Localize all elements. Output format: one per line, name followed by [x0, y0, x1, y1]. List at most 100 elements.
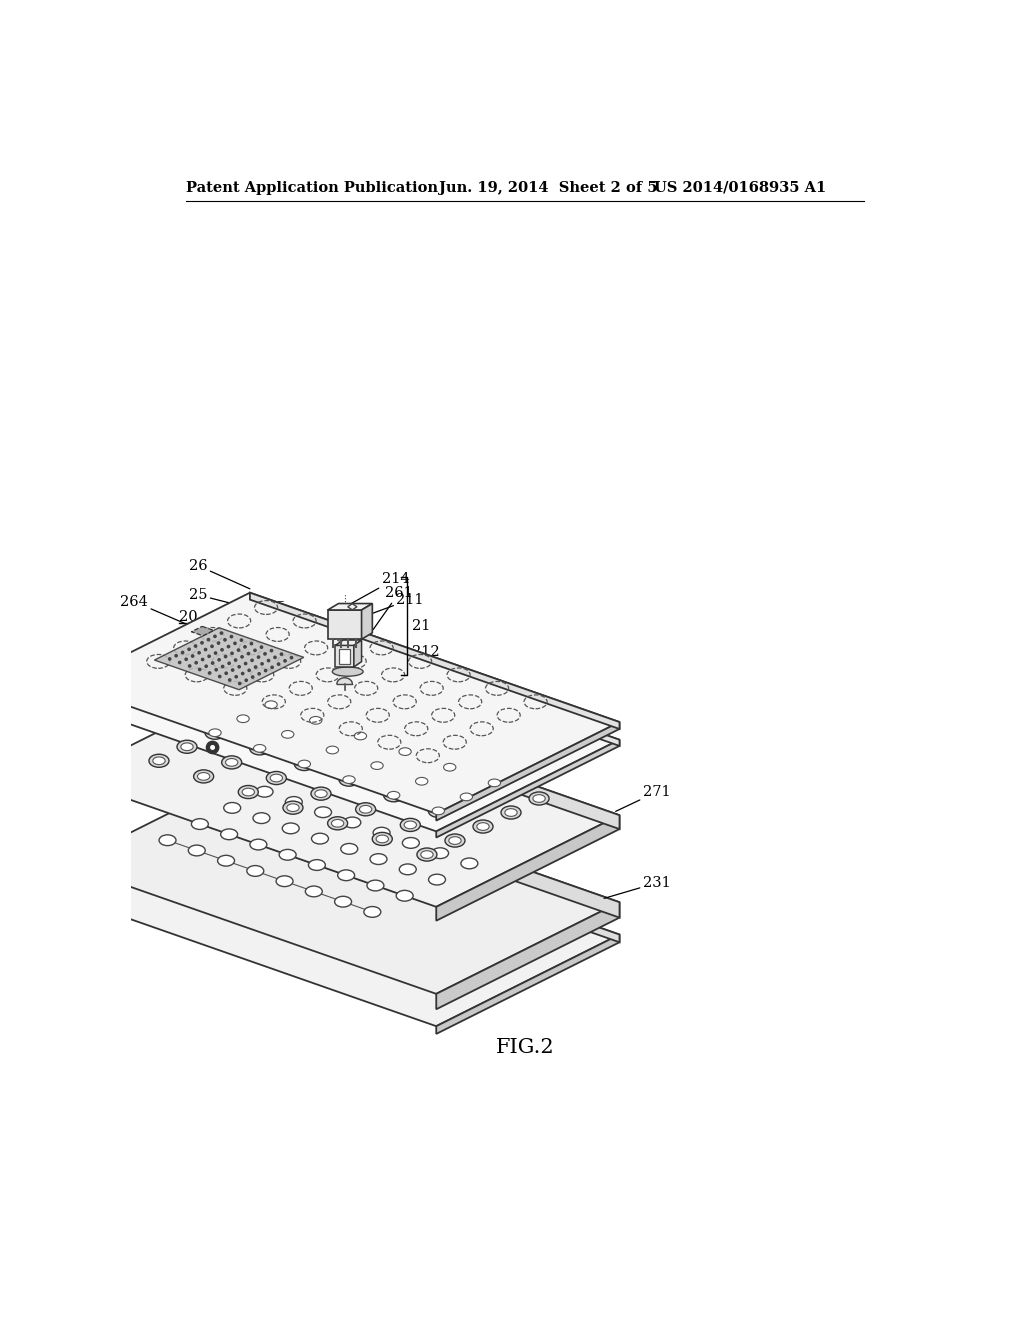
Ellipse shape — [239, 785, 258, 799]
Circle shape — [185, 659, 187, 660]
Circle shape — [257, 656, 260, 659]
Circle shape — [244, 645, 246, 648]
Text: 24: 24 — [189, 791, 250, 807]
Circle shape — [195, 661, 198, 664]
Ellipse shape — [159, 834, 176, 846]
Ellipse shape — [432, 847, 449, 858]
Circle shape — [198, 652, 201, 653]
Ellipse shape — [343, 776, 355, 784]
Ellipse shape — [350, 730, 371, 743]
Ellipse shape — [359, 805, 372, 813]
Polygon shape — [436, 903, 620, 1010]
Polygon shape — [328, 610, 361, 639]
Ellipse shape — [387, 792, 399, 799]
Text: Jun. 19, 2014  Sheet 2 of 5: Jun. 19, 2014 Sheet 2 of 5 — [438, 181, 657, 194]
Ellipse shape — [367, 759, 387, 772]
Ellipse shape — [477, 822, 489, 830]
Circle shape — [221, 665, 224, 668]
Ellipse shape — [298, 760, 310, 768]
Circle shape — [241, 656, 244, 657]
Ellipse shape — [327, 746, 339, 754]
Ellipse shape — [188, 845, 205, 855]
Polygon shape — [337, 677, 352, 684]
Circle shape — [209, 672, 211, 675]
Circle shape — [218, 659, 220, 661]
Text: 27: 27 — [189, 664, 250, 684]
Ellipse shape — [339, 774, 359, 787]
Polygon shape — [436, 722, 620, 821]
Circle shape — [251, 659, 253, 661]
Circle shape — [178, 661, 181, 664]
Polygon shape — [339, 648, 350, 664]
Circle shape — [210, 744, 216, 751]
Ellipse shape — [323, 743, 342, 756]
Ellipse shape — [221, 756, 242, 770]
Polygon shape — [67, 686, 620, 907]
Ellipse shape — [233, 713, 253, 725]
Text: 213: 213 — [351, 682, 423, 705]
Circle shape — [258, 673, 260, 675]
Ellipse shape — [404, 821, 417, 829]
Ellipse shape — [177, 741, 197, 754]
Circle shape — [205, 665, 207, 668]
Ellipse shape — [278, 727, 298, 741]
Polygon shape — [436, 816, 620, 921]
Text: 271: 271 — [615, 785, 671, 812]
Ellipse shape — [505, 809, 517, 816]
Polygon shape — [67, 610, 620, 832]
Ellipse shape — [305, 886, 323, 896]
Circle shape — [230, 635, 232, 638]
Ellipse shape — [532, 795, 545, 803]
Circle shape — [233, 643, 237, 644]
Ellipse shape — [529, 792, 549, 805]
Circle shape — [207, 639, 210, 640]
Ellipse shape — [484, 776, 505, 789]
Ellipse shape — [282, 730, 294, 738]
Polygon shape — [250, 686, 620, 829]
Text: Patent Application Publication: Patent Application Publication — [186, 181, 438, 194]
Ellipse shape — [311, 787, 331, 800]
Ellipse shape — [449, 837, 461, 845]
Circle shape — [260, 645, 262, 648]
Polygon shape — [328, 603, 373, 610]
Ellipse shape — [428, 804, 449, 817]
Circle shape — [254, 665, 257, 668]
Ellipse shape — [181, 743, 194, 751]
Ellipse shape — [328, 817, 347, 830]
Circle shape — [252, 676, 254, 678]
Ellipse shape — [460, 793, 472, 801]
Text: 262: 262 — [241, 663, 288, 701]
Ellipse shape — [153, 756, 165, 764]
Ellipse shape — [217, 855, 234, 866]
Text: 263: 263 — [291, 763, 349, 793]
Circle shape — [215, 669, 217, 671]
Circle shape — [212, 661, 214, 664]
Polygon shape — [67, 593, 620, 813]
Ellipse shape — [332, 820, 344, 828]
Polygon shape — [250, 774, 620, 917]
Circle shape — [267, 660, 269, 661]
Ellipse shape — [443, 763, 456, 771]
Ellipse shape — [280, 849, 296, 861]
Polygon shape — [67, 805, 620, 1026]
Ellipse shape — [205, 726, 225, 739]
Text: US 2014/0168935 A1: US 2014/0168935 A1 — [654, 181, 826, 194]
Polygon shape — [250, 610, 620, 746]
Circle shape — [231, 669, 233, 671]
Ellipse shape — [400, 818, 420, 832]
Ellipse shape — [457, 791, 476, 804]
Ellipse shape — [370, 854, 387, 865]
Circle shape — [228, 678, 230, 681]
Circle shape — [250, 643, 253, 644]
Text: 212: 212 — [364, 645, 439, 660]
Text: 214: 214 — [348, 572, 410, 605]
Text: 26: 26 — [189, 558, 250, 589]
Ellipse shape — [341, 843, 357, 854]
Polygon shape — [354, 640, 361, 667]
Ellipse shape — [417, 847, 437, 861]
Circle shape — [284, 660, 286, 663]
Ellipse shape — [148, 754, 169, 767]
Ellipse shape — [429, 874, 445, 884]
Ellipse shape — [194, 770, 214, 783]
Ellipse shape — [250, 742, 269, 755]
